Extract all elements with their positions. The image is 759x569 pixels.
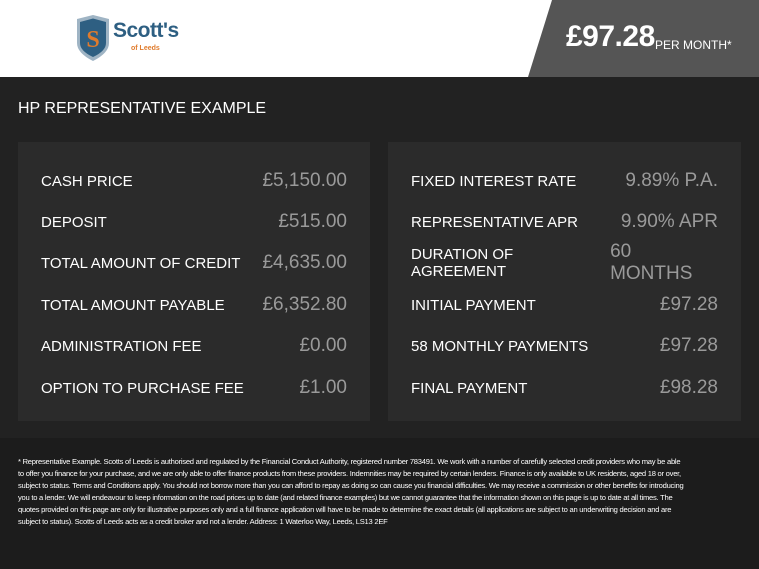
row-label: FINAL PAYMENT [411, 379, 528, 397]
row-value: £97.28 [659, 335, 718, 356]
right-panel: FIXED INTEREST RATE 9.89% P.A. REPRESENTAT… [388, 142, 741, 421]
finance-row: OPTION TO PURCHASE FEE £1.00 [41, 377, 347, 398]
disclaimer: * Representative Example. Scotts of Leed… [18, 457, 684, 527]
row-label: INITIAL PAYMENT [411, 296, 536, 314]
logo[interactable]: S Scott's of Leeds [75, 15, 185, 61]
row-value: £4,635.00 [262, 252, 347, 273]
row-label: ADMINISTRATION FEE [41, 337, 202, 355]
row-label: OPTION TO PURCHASE FEE [41, 379, 244, 397]
row-value: 9.90% APR [620, 211, 718, 232]
row-value: 9.89% P.A. [625, 170, 718, 191]
row-label: DEPOSIT [41, 213, 107, 231]
finance-row: DEPOSIT £515.00 [41, 211, 347, 232]
row-label: TOTAL AMOUNT PAYABLE [41, 296, 225, 314]
finance-row: REPRESENTATIVE APR 9.90% APR [411, 211, 718, 232]
per-month-label: PER MONTH* [655, 38, 732, 52]
row-label: FIXED INTEREST RATE [411, 172, 577, 190]
price-box [528, 0, 759, 77]
row-value: 60 MONTHS [610, 241, 693, 284]
row-value: £6,352.80 [262, 294, 347, 315]
finance-row: ADMINISTRATION FEE £0.00 [41, 335, 347, 356]
left-panel: CASH PRICE £5,150.00 DEPOSIT £515.00 TOTAL A… [18, 142, 370, 421]
logo-text: Scott's [113, 19, 179, 42]
footer: * Representative Example. Scotts of Leed… [0, 438, 759, 569]
monthly-price: £97.28 [566, 20, 655, 53]
finance-row: CASH PRICE £5,150.00 [41, 170, 347, 191]
finance-row: DURATION OF AGREEMENT 60 MONTHS [411, 241, 718, 284]
row-label: DURATION OF AGREEMENT [411, 246, 514, 280]
row-label: 58 MONTHLY PAYMENTS [411, 337, 589, 355]
shield-logo-icon: S [77, 15, 109, 61]
row-label: REPRESENTATIVE APR [411, 213, 578, 231]
row-value: £97.28 [659, 294, 718, 315]
finance-row: TOTAL AMOUNT OF CREDIT £4,635.00 [41, 252, 347, 273]
row-value: £0.00 [299, 335, 347, 356]
svg-text:S: S [86, 27, 99, 53]
row-value: £98.28 [659, 377, 718, 398]
page-title: HP REPRESENTATIVE EXAMPLE [18, 100, 267, 117]
finance-row: FIXED INTEREST RATE 9.89% P.A. [411, 170, 718, 191]
row-label: CASH PRICE [41, 172, 133, 190]
finance-row: 58 MONTHLY PAYMENTS £97.28 [411, 335, 718, 356]
row-label: TOTAL AMOUNT OF CREDIT [41, 254, 241, 272]
logo-subtext: of Leeds [131, 45, 160, 52]
finance-row: FINAL PAYMENT £98.28 [411, 377, 718, 398]
row-value: £5,150.00 [262, 170, 347, 191]
header: S Scott's of Leeds £97.28 PER MONTH* [0, 0, 759, 77]
finance-row: TOTAL AMOUNT PAYABLE £6,352.80 [41, 294, 347, 315]
row-value: £515.00 [278, 211, 347, 232]
finance-row: INITIAL PAYMENT £97.28 [411, 294, 718, 315]
row-value: £1.00 [299, 377, 347, 398]
